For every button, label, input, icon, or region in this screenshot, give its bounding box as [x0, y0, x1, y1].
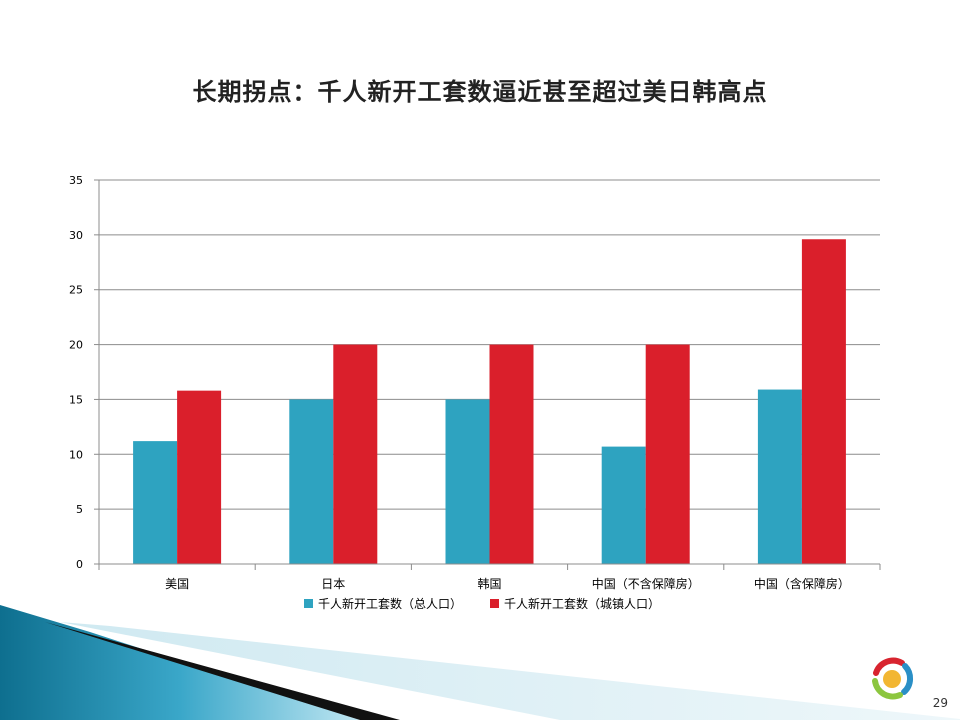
y-tick-label: 5 — [76, 503, 83, 516]
legend: 千人新开工套数（总人口） 千人新开工套数（城镇人口） — [304, 596, 660, 611]
bar-total — [601, 446, 646, 564]
legend-label: 千人新开工套数（总人口） — [318, 596, 462, 611]
legend-swatch — [490, 599, 499, 608]
bar-urban — [801, 239, 846, 564]
x-tick-label: 美国 — [165, 577, 189, 591]
bars — [133, 239, 846, 564]
y-tick-label: 35 — [69, 174, 83, 187]
y-tick-label: 0 — [76, 558, 83, 571]
legend-label: 千人新开工套数（城镇人口） — [504, 596, 660, 611]
x-tick-label: 日本 — [321, 577, 345, 591]
legend-swatch — [304, 599, 313, 608]
bar-total — [445, 399, 490, 564]
bar-urban — [489, 344, 534, 564]
bar-urban — [645, 344, 690, 564]
slide-title: 长期拐点：千人新开工套数逼近甚至超过美日韩高点 — [192, 78, 768, 106]
bar-total — [133, 441, 178, 564]
x-tick-label: 中国（含保障房） — [754, 576, 850, 591]
x-tick-label: 中国（不含保障房） — [592, 576, 700, 591]
bar-urban — [177, 390, 222, 564]
decor-black-wave — [45, 622, 400, 720]
x-tick-label: 韩国 — [477, 576, 501, 591]
axes — [94, 179, 881, 570]
y-tick-label: 10 — [69, 448, 83, 461]
y-tick-label: 20 — [69, 339, 83, 352]
axis-labels: 0 5 10 15 20 25 30 35 美国 日本 韩国 中国（不含保障房） 中国（含保障房） — [69, 174, 850, 591]
page-number: 29 — [932, 696, 948, 710]
bar-total — [757, 389, 802, 564]
y-tick-label: 25 — [69, 284, 83, 297]
y-tick-label: 30 — [69, 229, 83, 242]
logo-icon — [872, 657, 914, 700]
decor-pale-wave — [60, 622, 960, 720]
y-tick-label: 15 — [69, 393, 83, 406]
bar-urban — [333, 344, 378, 564]
bar-total — [289, 399, 334, 564]
